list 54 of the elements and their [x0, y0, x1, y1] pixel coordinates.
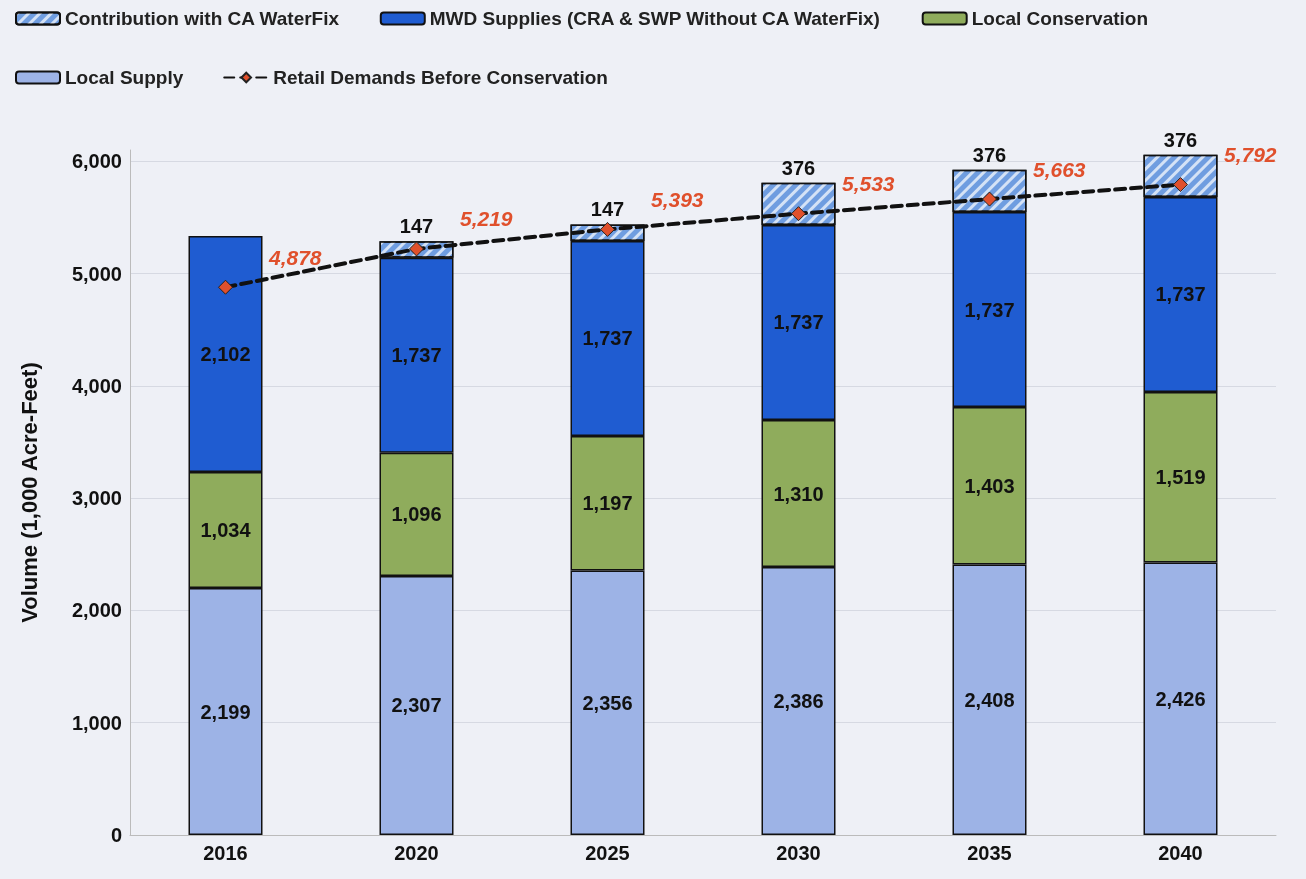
data-label: 1,197 — [582, 492, 633, 515]
y-tick-label: 4,000 — [71, 374, 122, 397]
y-tick-label: 0 — [110, 824, 122, 846]
data-label: 5,393 — [651, 187, 704, 211]
data-label: 2,356 — [582, 691, 633, 714]
x-tick-label: 2020 — [394, 842, 439, 864]
data-label: 5,219 — [460, 207, 513, 231]
point — [409, 241, 424, 257]
data-label: 2,307 — [391, 694, 442, 717]
data-label: 5,663 — [1033, 157, 1086, 181]
data-label: 376 — [1163, 128, 1198, 151]
data-label: 1,403 — [964, 474, 1015, 497]
data-label: 5,533 — [842, 172, 895, 196]
data-label: 2,426 — [1155, 687, 1206, 710]
data-label: 5,792 — [1224, 143, 1277, 167]
x-tick-label: 2035 — [967, 842, 1012, 864]
data-label: 1,519 — [1155, 466, 1206, 489]
y-axis-title: Volume (1,000 Acre-Feet) — [16, 362, 42, 623]
data-label: 4,878 — [268, 245, 322, 269]
legend-label: MWD Supplies (CRA & SWP Without CA WaterFix) — [429, 8, 880, 29]
data-label: 1,096 — [391, 503, 442, 526]
data-label: 1,737 — [582, 327, 633, 350]
data-label: 1,737 — [773, 311, 824, 334]
x-tick-label: 2030 — [776, 842, 821, 864]
y-tick-label: 2,000 — [71, 599, 122, 622]
data-label: 1,737 — [964, 298, 1015, 321]
x-tick-label: 2016 — [203, 842, 248, 864]
data-label: 2,408 — [964, 688, 1015, 711]
data-label: 2,199 — [200, 700, 251, 723]
legend-label: Local Supply — [65, 67, 184, 88]
x-tick-label: 2040 — [1158, 842, 1203, 864]
data-label: 1,034 — [200, 519, 252, 542]
y-tick-label: 6,000 — [71, 150, 122, 173]
legend-label: Retail Demands Before Conservation — [273, 67, 608, 88]
point — [600, 221, 615, 237]
legend-label: Local Conservation — [971, 8, 1149, 29]
data-label: 147 — [590, 198, 625, 221]
point — [1173, 177, 1188, 193]
y-tick-label: 1,000 — [71, 711, 122, 734]
y-tick-label: 5,000 — [71, 262, 122, 285]
x-tick-label: 2025 — [585, 842, 630, 864]
data-label: 1,737 — [391, 344, 442, 367]
data-label: 1,310 — [773, 482, 824, 505]
data-label: 2,102 — [200, 342, 251, 365]
y-tick-label: 3,000 — [71, 487, 122, 510]
data-label: 376 — [972, 143, 1007, 166]
point — [791, 206, 806, 222]
data-label: 376 — [781, 156, 816, 179]
data-label: 2,386 — [773, 690, 824, 713]
point — [218, 279, 233, 295]
point — [982, 191, 997, 207]
data-label: 1,737 — [1155, 283, 1206, 306]
legend-label: Contribution with CA WaterFix — [65, 8, 340, 29]
data-label: 147 — [399, 215, 434, 238]
